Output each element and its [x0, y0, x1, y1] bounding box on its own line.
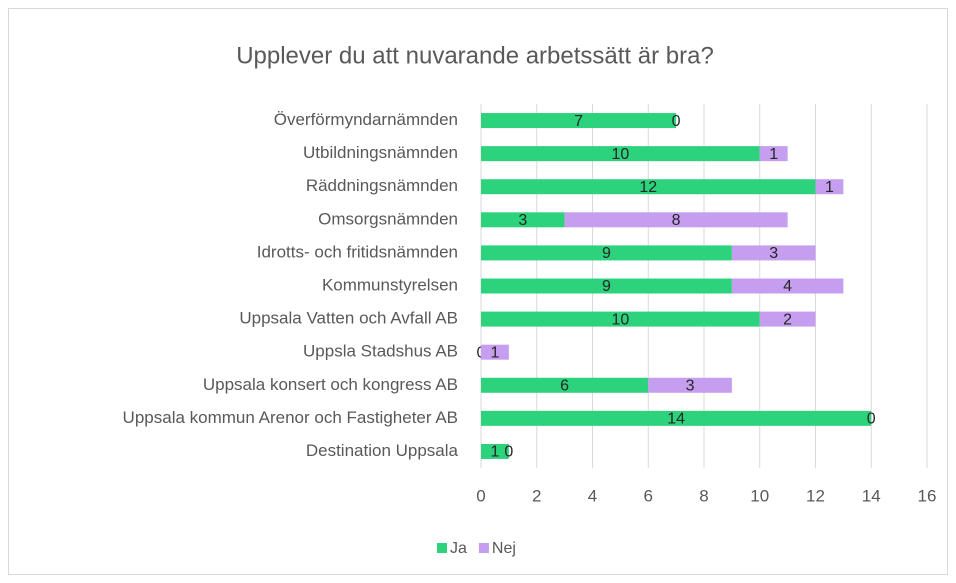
y-tick-label: Uppsala konsert och kongress AB — [203, 375, 458, 394]
x-tick-label: 2 — [532, 486, 541, 505]
bar-segment — [481, 146, 760, 162]
bar-segment — [481, 377, 649, 393]
y-tick-label: Räddningsnämnden — [306, 176, 458, 195]
data-label: 9 — [602, 278, 611, 295]
y-tick-label: Kommunstyrelsen — [322, 275, 458, 294]
data-label: 10 — [611, 311, 629, 328]
data-label: 1 — [769, 146, 778, 163]
data-label: 0 — [504, 444, 513, 461]
x-tick-label: 14 — [862, 486, 881, 505]
bar-segment — [731, 278, 844, 294]
data-label: 10 — [611, 146, 629, 163]
bar-segment — [564, 212, 788, 228]
bar-segment — [481, 113, 677, 129]
x-tick-label: 16 — [918, 486, 937, 505]
y-tick-label: Överförmyndarnämnden — [274, 110, 458, 129]
bar-segment — [481, 212, 565, 228]
y-tick-label: Omsorgsnämnden — [318, 209, 458, 228]
data-label: 12 — [639, 179, 657, 196]
x-tick-label: 12 — [806, 486, 825, 505]
bar-segment — [481, 278, 732, 294]
bar-segment — [759, 311, 816, 327]
bar-segment — [759, 146, 788, 162]
data-label: 6 — [560, 377, 569, 394]
data-label: 2 — [783, 311, 792, 328]
data-label: 0 — [867, 411, 876, 428]
data-label: 3 — [769, 245, 778, 262]
y-tick-label: Uppsala kommun Arenor och Fastigheter AB — [123, 408, 458, 427]
data-label: 1 — [490, 344, 499, 361]
bar-segment — [481, 410, 872, 426]
data-label: 0 — [672, 113, 681, 130]
bar-segment — [481, 443, 509, 459]
chart-title: Upplever du att nuvarande arbetssätt är … — [236, 42, 714, 69]
x-tick-label: 10 — [750, 486, 769, 505]
y-tick-label: Uppsala Vatten och Avfall AB — [239, 309, 458, 328]
data-label: 1 — [490, 444, 499, 461]
x-tick-label: 0 — [476, 486, 485, 505]
y-tick-label: Utbildningsnämnden — [303, 143, 458, 162]
bar-segment — [481, 179, 816, 195]
bar-segment — [481, 311, 760, 327]
data-label: 3 — [686, 377, 695, 394]
bar-segment — [481, 344, 509, 360]
x-tick-label: 4 — [588, 486, 597, 505]
y-tick-label: Idrotts- och fritidsnämnden — [257, 242, 458, 261]
y-tick-label: Destination Uppsala — [306, 441, 459, 460]
data-label: 4 — [783, 278, 792, 295]
data-label: 3 — [518, 212, 527, 229]
legend-swatch — [478, 543, 489, 553]
bar-segment — [731, 245, 816, 261]
legend-label: Nej — [492, 540, 516, 557]
y-tick-label: Uppsla Stadshus AB — [303, 342, 458, 361]
data-label: 14 — [667, 411, 685, 428]
bar-segment — [815, 179, 844, 195]
x-tick-label: 6 — [644, 486, 653, 505]
legend-label: Ja — [450, 540, 467, 557]
legend-swatch — [437, 543, 447, 553]
data-label: 8 — [672, 212, 681, 229]
x-tick-label: 8 — [699, 486, 708, 505]
data-label: 9 — [602, 245, 611, 262]
data-label: 7 — [574, 113, 583, 130]
bar-segment — [648, 377, 732, 393]
data-label: 1 — [825, 179, 834, 196]
bar-segment — [481, 245, 732, 261]
